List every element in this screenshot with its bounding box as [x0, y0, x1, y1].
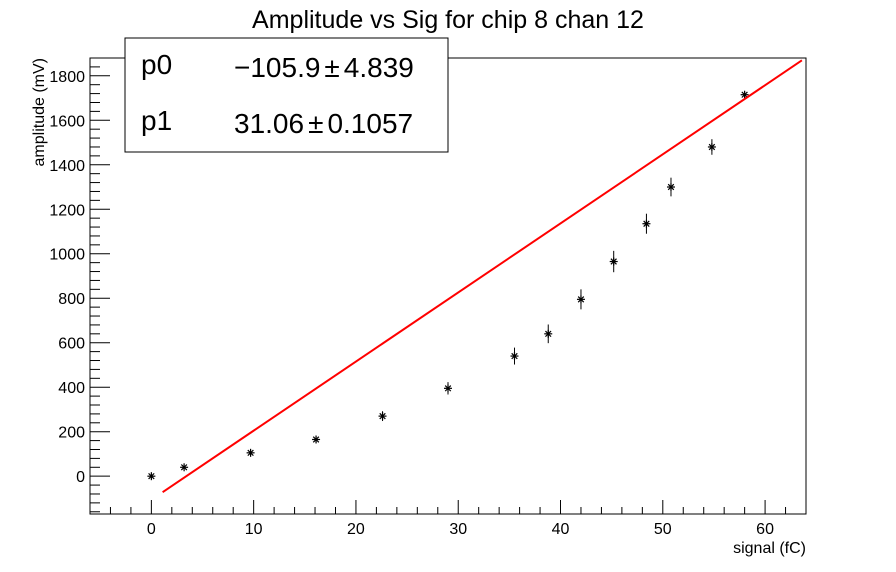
stats-param-name-p0: p0: [141, 49, 172, 80]
stats-pm-p1: ±: [308, 108, 323, 139]
y-tick-label: 200: [58, 425, 85, 442]
stats-error-p0: 4.839: [344, 52, 414, 83]
data-point: [147, 472, 156, 481]
y-axis-label: amplitude (mV): [31, 58, 48, 166]
data-points: [147, 90, 749, 481]
x-tick-label: 60: [756, 521, 774, 538]
stats-value-p1: 31.06: [234, 108, 304, 139]
data-point: [576, 295, 585, 304]
data-point: [544, 329, 553, 338]
x-tick-label: 40: [552, 521, 570, 538]
y-tick-label: 400: [58, 380, 85, 397]
stats-param-value-p0: −105.9 ±4.839: [234, 52, 414, 83]
y-tick-label: 0: [76, 469, 85, 486]
x-axis-label: signal (fC): [733, 540, 806, 557]
stats-param-value-p1: 31.06 ±0.1057: [234, 108, 413, 139]
data-point: [666, 183, 675, 192]
x-tick-label: 10: [245, 521, 263, 538]
fit-stats-box: p0 −105.9 ±4.839 p1 31.06 ±0.1057: [124, 37, 449, 153]
x-tick-label: 30: [449, 521, 467, 538]
chart-title: Amplitude vs Sig for chip 8 chan 12: [252, 6, 644, 34]
y-tick-label: 1800: [49, 69, 85, 86]
data-point: [642, 219, 651, 228]
y-axis: 0 200 400 600 800 1000 1200 1400 1600 1800: [49, 57, 110, 513]
data-point: [609, 257, 618, 266]
y-tick-label: 1600: [49, 113, 85, 130]
y-tick-label: 800: [58, 291, 85, 308]
data-point: [707, 142, 716, 151]
x-tick-label: 20: [347, 521, 365, 538]
data-point: [444, 384, 452, 393]
stats-param-name-p1: p1: [141, 105, 172, 136]
x-tick-label: 0: [147, 521, 156, 538]
y-tick-label: 1400: [49, 158, 85, 175]
y-tick-label: 1200: [49, 202, 85, 219]
data-point: [510, 352, 519, 361]
fit-line: [162, 59, 803, 493]
x-axis: 0 10 20 30 40 50 60: [89, 500, 807, 538]
x-tick-label: 50: [654, 521, 672, 538]
stats-error-p1: 0.1057: [327, 108, 413, 139]
y-tick-label: 1000: [49, 247, 85, 264]
data-point: [312, 435, 321, 444]
stats-box-frame: [124, 37, 449, 153]
data-point: [246, 448, 255, 457]
stats-value-p0: −105.9: [234, 52, 320, 83]
data-point: [180, 463, 189, 472]
y-tick-label: 600: [58, 336, 85, 353]
data-point: [378, 412, 387, 421]
stats-pm-p0: ±: [324, 52, 339, 83]
